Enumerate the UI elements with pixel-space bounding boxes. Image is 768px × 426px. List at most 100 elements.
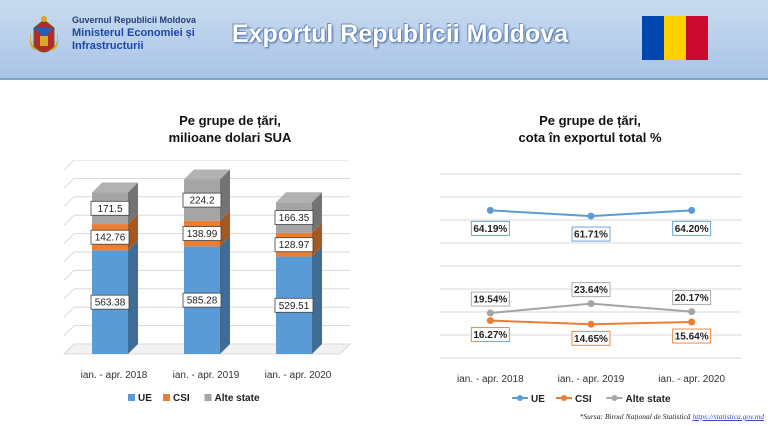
moldova-flag-icon — [642, 16, 708, 60]
line-point — [587, 320, 595, 328]
bar-value-label-box — [90, 200, 130, 216]
line-value-label-box — [470, 220, 510, 236]
line-point — [486, 317, 494, 325]
bar-value-label-box — [90, 229, 130, 245]
bar-legend-swatch — [204, 394, 212, 401]
ministry-government: Guvernul Republicii Moldova — [72, 15, 197, 25]
header-banner: Guvernul Republicii Moldova Ministerul E… — [0, 0, 768, 80]
line-value-label-box — [470, 327, 510, 343]
bar-value-label: 585.28 — [187, 296, 218, 307]
source-footnote: *Sursa: Biroul Național de Statistică ht… — [580, 412, 764, 421]
bar-segment-top — [276, 192, 322, 203]
bar-chart-title: Pe grupe de țări, milioane dolari SUA — [80, 112, 380, 146]
bar-value-label: 171.5 — [97, 204, 122, 215]
bar-segment-side — [312, 222, 322, 257]
ministry-block: Guvernul Republicii Moldova Ministerul E… — [72, 14, 196, 53]
line-point — [486, 206, 494, 214]
bar-value-label-box — [90, 294, 130, 310]
line-value-label-box — [571, 226, 611, 242]
ministry-name-line1: Ministerul Economiei și — [72, 27, 195, 39]
line-value-label: 61.71% — [574, 230, 608, 241]
bar-gridline-side — [63, 196, 75, 208]
bar-value-label-box — [274, 237, 314, 253]
bar-legend-label: UE — [138, 393, 152, 404]
source-link[interactable]: https://statistica.gov.md — [692, 412, 764, 421]
bar-gridline-side — [63, 251, 75, 263]
line-chart: ian. - apr. 2018 ian. - apr. 2019 ian. - a… — [440, 173, 742, 405]
bar-chart-title-line1: Pe grupe de țări, — [179, 113, 281, 128]
line-category-label: ian. - apr. 2020 — [658, 374, 725, 385]
bar-category-label: ian. - apr. 2019 — [173, 370, 240, 381]
bar-gridline-side — [63, 325, 75, 336]
bar-gridline-side — [63, 288, 75, 300]
bar-value-label-box — [274, 297, 314, 313]
line-point — [688, 206, 696, 214]
line-chart-title: Pe grupe de țări, cota în exportul total… — [440, 112, 740, 146]
line-value-label: 15.64% — [675, 332, 709, 343]
line-value-label-box — [672, 328, 712, 344]
line-value-label: 64.20% — [675, 224, 709, 235]
bar-value-label-box — [182, 192, 222, 208]
line-point — [587, 212, 595, 220]
bar-value-label: 142.76 — [95, 233, 126, 244]
bar-segment-side — [128, 214, 138, 251]
flag-stripe-yellow — [664, 16, 686, 60]
line-value-label: 19.54% — [473, 295, 507, 306]
bar-category-label: ian. - apr. 2018 — [81, 370, 148, 381]
line-value-label: 64.19% — [473, 224, 507, 235]
line-value-label-box — [571, 330, 611, 346]
bar-legend-label: CSI — [173, 393, 190, 404]
bar-value-label: 138.99 — [187, 229, 218, 240]
page-title: Exportul Republicii Moldova — [231, 20, 569, 48]
line-category-label: ian. - apr. 2019 — [558, 374, 625, 385]
bar-value-label-box — [182, 292, 222, 308]
bar-value-label: 529.51 — [279, 301, 310, 312]
ministry-name-line2: Infrastructurii — [72, 40, 144, 52]
line-point — [688, 318, 696, 326]
line-value-label-box — [571, 282, 611, 298]
bar-gridline-side — [63, 214, 75, 226]
line-point — [486, 309, 494, 317]
line-chart-title-line2: cota în exportul total % — [518, 130, 662, 145]
line-value-label: 14.65% — [574, 334, 608, 345]
bar-segment-side — [128, 240, 138, 354]
bar-category-label: ian. - apr. 2020 — [265, 370, 332, 381]
line-legend-marker — [517, 395, 523, 401]
bar-segment-side — [312, 246, 322, 354]
coat-of-arms-icon — [30, 16, 58, 53]
line-legend-label: Alte state — [626, 394, 671, 405]
line-value-label-box — [672, 290, 712, 306]
bar-gridline-side — [63, 233, 75, 244]
bar-gridline-side — [63, 178, 75, 189]
bar-segment-side — [220, 169, 230, 221]
bar-value-label: 166.35 — [279, 213, 310, 224]
bar-value-label-box — [182, 226, 222, 241]
line-value-label-box — [470, 291, 510, 307]
line-value-label: 16.27% — [473, 330, 507, 341]
line-legend-marker — [611, 395, 618, 401]
bar-value-label: 128.97 — [279, 240, 310, 251]
bar-chart-title-line2: milioane dolari SUA — [168, 130, 292, 145]
line-point — [587, 300, 595, 308]
line-point — [688, 308, 696, 316]
line-chart-title-line1: Pe grupe de țări, — [539, 113, 641, 128]
bar-value-label: 563.38 — [95, 298, 126, 309]
line-legend-label: CSI — [575, 394, 592, 405]
bar-gridline-side — [63, 160, 75, 171]
bar-segment-side — [220, 210, 230, 247]
bar-segment-side — [128, 182, 138, 225]
flag-stripe-blue — [642, 16, 664, 60]
bar-segment-top — [92, 182, 138, 193]
bar-legend-swatch — [163, 394, 170, 401]
source-text: *Sursa: Biroul Național de Statistică — [579, 412, 691, 421]
bar-legend-label: Alte state — [215, 393, 260, 404]
bar-segment-side — [220, 236, 230, 354]
bar-segment-side — [312, 192, 322, 233]
bar-gridline-side — [63, 306, 75, 318]
bar-legend-swatch — [128, 394, 135, 401]
bar-segment-top — [184, 169, 230, 180]
line-value-label: 23.64% — [574, 285, 608, 296]
line-legend-label: UE — [531, 394, 545, 405]
flag-stripe-red — [686, 16, 708, 60]
line-legend-marker — [561, 395, 567, 401]
